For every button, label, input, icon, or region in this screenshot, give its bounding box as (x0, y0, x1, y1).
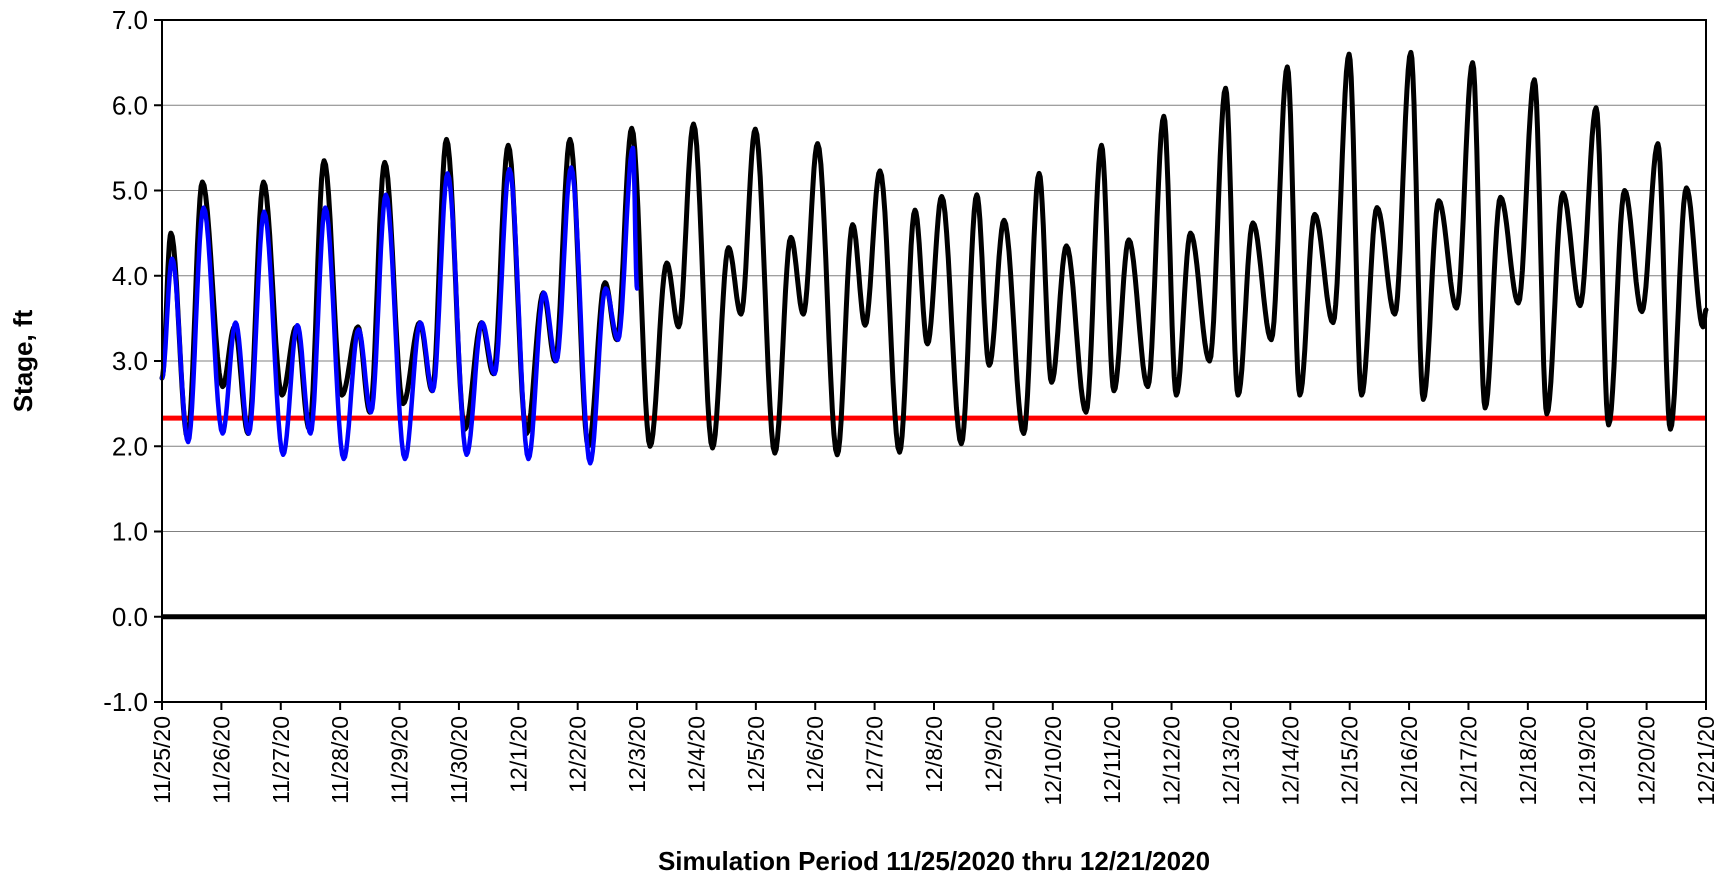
y-tick-label: 7.0 (112, 5, 148, 35)
x-tick-label: 12/18/20 (1515, 716, 1541, 806)
x-axis-title: Simulation Period 11/25/2020 thru 12/21/… (658, 846, 1210, 876)
x-tick-label: 12/13/20 (1218, 716, 1244, 806)
x-tick-label: 12/8/20 (921, 716, 947, 793)
x-tick-label: 12/20/20 (1634, 716, 1660, 806)
x-tick-label: 12/2/20 (565, 716, 591, 793)
y-tick-label: 0.0 (112, 602, 148, 632)
x-tick-label: 12/17/20 (1455, 716, 1481, 806)
x-tick-label: 12/10/20 (1040, 716, 1066, 806)
x-tick-label: 12/12/20 (1159, 716, 1185, 806)
x-tick-label: 12/6/20 (802, 716, 828, 793)
x-tick-label: 12/21/20 (1693, 716, 1719, 806)
x-tick-label: 11/28/20 (327, 716, 353, 804)
x-tick-label: 11/26/20 (208, 716, 234, 804)
y-tick-label: 6.0 (112, 90, 148, 120)
y-tick-label: 4.0 (112, 261, 148, 291)
x-tick-label: 12/16/20 (1396, 716, 1422, 806)
y-tick-label: 3.0 (112, 346, 148, 376)
x-tick-label: 12/11/20 (1099, 716, 1125, 804)
x-tick-label: 12/15/20 (1337, 716, 1363, 806)
x-tick-label: 12/1/20 (505, 716, 531, 793)
x-tick-label: 12/7/20 (862, 716, 888, 793)
x-tick-label: 12/3/20 (624, 716, 650, 793)
x-tick-label: 12/19/20 (1574, 716, 1600, 806)
y-axis-title: Stage, ft (8, 309, 38, 412)
x-tick-label: 12/9/20 (980, 716, 1006, 793)
y-tick-label: 2.0 (112, 431, 148, 461)
y-tick-label: 5.0 (112, 176, 148, 206)
blue-stage-series-line (159, 145, 640, 466)
x-tick-label: 12/5/20 (743, 716, 769, 793)
y-tick-label: 1.0 (112, 517, 148, 547)
x-tick-label: 12/14/20 (1277, 716, 1303, 806)
x-tick-label: 12/4/20 (683, 716, 709, 793)
x-tick-label: 11/25/20 (149, 716, 175, 804)
x-tick-label: 11/29/20 (387, 716, 413, 804)
x-tick-label: 11/30/20 (446, 716, 472, 804)
x-tick-label: 11/27/20 (268, 716, 294, 804)
y-tick-label: -1.0 (103, 687, 148, 717)
